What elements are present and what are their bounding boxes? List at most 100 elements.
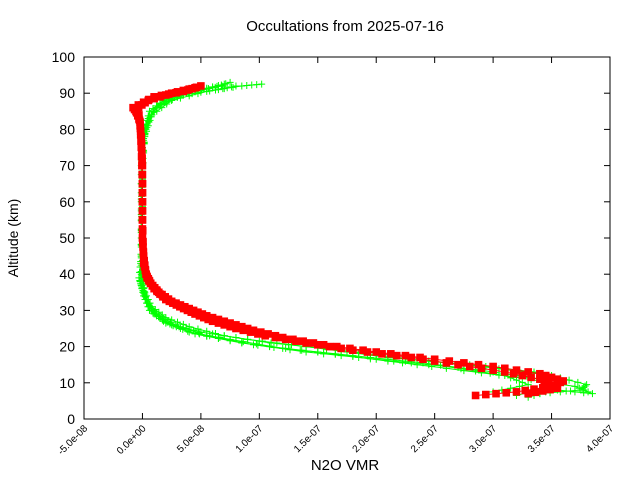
data-point-square bbox=[553, 375, 562, 383]
data-point-plus bbox=[337, 352, 345, 360]
data-point-square bbox=[501, 368, 509, 376]
y-tick-label: 100 bbox=[52, 49, 76, 65]
y-tick-label: 70 bbox=[59, 158, 75, 174]
data-point-square bbox=[214, 319, 223, 327]
red-series bbox=[129, 82, 568, 400]
y-tick-label: 90 bbox=[59, 85, 75, 101]
data-point-square bbox=[392, 351, 401, 360]
data-point-plus bbox=[298, 346, 306, 354]
data-point-plus bbox=[226, 78, 234, 86]
data-point-plus bbox=[252, 340, 260, 348]
data-point-plus bbox=[518, 378, 526, 386]
data-point-square bbox=[156, 93, 164, 101]
data-point-plus bbox=[575, 384, 583, 392]
data-point-square bbox=[527, 373, 535, 382]
data-point-plus bbox=[149, 107, 157, 115]
data-point-square bbox=[387, 350, 395, 358]
data-point-square bbox=[531, 388, 540, 397]
data-point-plus bbox=[574, 378, 582, 386]
data-point-plus bbox=[151, 310, 159, 318]
data-point-square bbox=[524, 368, 532, 376]
x-tick-label: 5.0e-08 bbox=[175, 423, 207, 455]
data-point-square bbox=[337, 344, 345, 353]
x-tick-label: 2.5e-07 bbox=[409, 423, 441, 455]
data-point-square bbox=[261, 331, 269, 340]
data-point-plus bbox=[157, 101, 165, 109]
data-point-plus bbox=[153, 104, 161, 112]
data-point-square bbox=[281, 335, 290, 344]
data-point-square bbox=[246, 328, 255, 336]
data-point-plus bbox=[160, 98, 168, 106]
data-point-square bbox=[482, 390, 490, 399]
data-point-square bbox=[332, 342, 341, 351]
data-point-square bbox=[538, 387, 547, 395]
data-point-plus bbox=[214, 334, 222, 342]
data-point-square bbox=[254, 330, 262, 338]
data-point-square bbox=[204, 315, 212, 324]
x-tick-label: -5.0e-08 bbox=[56, 423, 90, 457]
data-point-square bbox=[549, 382, 557, 390]
data-point-plus bbox=[581, 382, 589, 390]
data-point-plus bbox=[588, 390, 596, 398]
data-point-plus bbox=[143, 296, 151, 304]
data-point-square bbox=[162, 91, 170, 99]
data-point-plus bbox=[460, 367, 468, 375]
data-point-plus bbox=[162, 319, 170, 327]
data-point-square bbox=[401, 351, 410, 360]
data-point-square bbox=[139, 248, 148, 257]
plot-frame bbox=[83, 56, 611, 420]
data-point-plus bbox=[320, 350, 328, 358]
data-point-square bbox=[372, 348, 381, 356]
data-point-square bbox=[553, 384, 562, 393]
data-point-plus bbox=[254, 341, 262, 349]
data-point-square bbox=[138, 226, 147, 235]
data-point-square bbox=[559, 377, 568, 385]
data-point-square bbox=[541, 371, 550, 380]
data-series bbox=[129, 78, 596, 401]
data-point-square bbox=[465, 362, 474, 371]
data-point-square bbox=[512, 388, 521, 396]
data-point-plus bbox=[580, 386, 588, 394]
data-point-plus bbox=[204, 85, 212, 93]
data-point-square bbox=[150, 94, 158, 103]
data-point-square bbox=[509, 369, 518, 378]
data-point-square bbox=[407, 353, 416, 362]
data-point-square bbox=[378, 350, 386, 358]
data-point-plus bbox=[145, 118, 153, 126]
data-point-square bbox=[197, 82, 205, 90]
data-point-plus bbox=[314, 348, 322, 356]
data-point-square bbox=[313, 340, 322, 349]
y-tick-label: 50 bbox=[59, 230, 75, 246]
y-tick-label: 30 bbox=[59, 302, 75, 318]
data-point-plus bbox=[144, 299, 152, 307]
y-tick-label: 0 bbox=[67, 411, 75, 427]
data-point-plus bbox=[212, 329, 219, 337]
data-point-square bbox=[325, 342, 334, 351]
data-point-square bbox=[536, 369, 544, 378]
data-point-plus bbox=[228, 83, 236, 91]
data-point-square bbox=[167, 89, 176, 97]
y-tick-label: 10 bbox=[59, 375, 75, 391]
data-point-square bbox=[430, 357, 439, 365]
data-point-square bbox=[271, 333, 280, 342]
data-point-plus bbox=[238, 339, 246, 347]
data-point-square bbox=[138, 198, 147, 206]
data-point-square bbox=[138, 161, 146, 170]
data-point-plus bbox=[211, 83, 219, 91]
data-point-plus bbox=[583, 381, 591, 389]
data-point-square bbox=[144, 96, 153, 105]
data-point-plus bbox=[176, 325, 184, 332]
data-point-square bbox=[200, 313, 208, 322]
data-point-square bbox=[454, 360, 462, 369]
data-point-square bbox=[208, 317, 217, 326]
data-point-plus bbox=[194, 325, 202, 333]
data-point-plus bbox=[218, 82, 226, 90]
data-point-square bbox=[302, 339, 310, 347]
x-tick-label: 2.0e-07 bbox=[351, 423, 383, 455]
data-point-plus bbox=[158, 316, 166, 324]
data-point-plus bbox=[355, 353, 363, 361]
data-point-square bbox=[489, 366, 497, 374]
data-point-plus bbox=[571, 382, 579, 390]
data-point-plus bbox=[203, 332, 211, 340]
data-point-square bbox=[524, 389, 532, 398]
